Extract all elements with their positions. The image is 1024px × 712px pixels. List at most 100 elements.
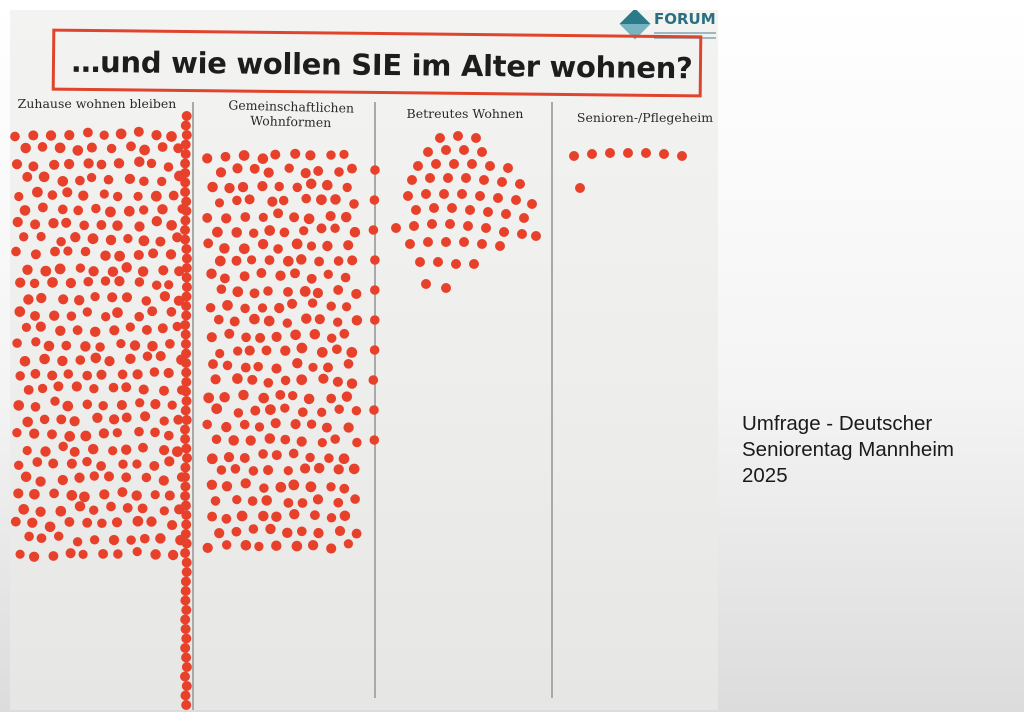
vote-dot bbox=[180, 320, 191, 330]
forum-logo: FORUM bbox=[619, 10, 718, 50]
vote-dot bbox=[155, 533, 166, 544]
vote-dot bbox=[86, 172, 97, 183]
vote-dot bbox=[370, 315, 380, 325]
vote-dot bbox=[148, 248, 159, 259]
vote-dot bbox=[82, 370, 93, 381]
vote-dot bbox=[341, 302, 352, 312]
vote-dot bbox=[55, 505, 67, 517]
vote-dot bbox=[343, 240, 354, 251]
vote-dot bbox=[151, 280, 162, 290]
vote-dot bbox=[240, 478, 251, 489]
vote-dot bbox=[88, 266, 99, 277]
vote-dot bbox=[165, 249, 177, 260]
vote-dot bbox=[121, 472, 132, 483]
vote-dot bbox=[74, 472, 85, 483]
vote-dot bbox=[369, 435, 380, 445]
vote-dot bbox=[83, 127, 93, 138]
vote-dot bbox=[66, 458, 77, 469]
vote-dot bbox=[134, 277, 145, 287]
vote-dot bbox=[220, 151, 231, 162]
vote-dot bbox=[95, 342, 105, 352]
vote-dot bbox=[181, 196, 192, 207]
vote-dot bbox=[519, 213, 529, 223]
vote-dot bbox=[98, 548, 109, 559]
vote-dot bbox=[180, 339, 191, 349]
vote-dot bbox=[181, 244, 192, 254]
vote-dot bbox=[89, 326, 101, 338]
vote-dot bbox=[238, 389, 249, 401]
vote-dot bbox=[56, 236, 66, 247]
vote-dot bbox=[80, 430, 92, 442]
vote-dot bbox=[425, 173, 435, 183]
vote-dot bbox=[180, 168, 191, 178]
vote-dot bbox=[167, 520, 178, 531]
vote-dot bbox=[79, 491, 90, 503]
vote-dot bbox=[180, 215, 191, 226]
vote-dot bbox=[13, 460, 24, 471]
vote-dot bbox=[330, 434, 340, 444]
vote-dot bbox=[296, 526, 307, 537]
vote-dot bbox=[291, 238, 303, 250]
vote-dot bbox=[43, 340, 55, 352]
vote-dot bbox=[24, 531, 34, 542]
column-divider bbox=[192, 102, 194, 710]
vote-dot bbox=[30, 310, 40, 321]
vote-dot bbox=[441, 283, 451, 293]
vote-dot bbox=[180, 690, 191, 701]
vote-dot bbox=[333, 464, 344, 475]
vote-dot bbox=[147, 340, 158, 352]
vote-dot bbox=[134, 426, 144, 437]
vote-dot bbox=[159, 385, 169, 396]
vote-dot bbox=[368, 225, 379, 235]
vote-dot bbox=[180, 187, 191, 197]
vote-dot bbox=[36, 292, 47, 304]
vote-dot bbox=[141, 324, 152, 335]
vote-dot bbox=[221, 421, 232, 433]
vote-dot bbox=[322, 179, 333, 191]
vote-dot bbox=[203, 392, 215, 404]
vote-dot bbox=[239, 271, 250, 282]
vote-dot bbox=[137, 266, 149, 277]
vote-dot bbox=[69, 446, 80, 457]
vote-dot bbox=[240, 540, 252, 551]
vote-dot bbox=[317, 407, 327, 417]
vote-dot bbox=[159, 416, 169, 426]
vote-dot bbox=[257, 153, 269, 165]
vote-dot bbox=[139, 144, 150, 156]
vote-dot bbox=[483, 207, 493, 217]
vote-dot bbox=[314, 314, 325, 325]
vote-dot bbox=[421, 189, 431, 199]
vote-dot bbox=[66, 311, 77, 321]
survey-caption: Umfrage - Deutscher Seniorentag Mannheim… bbox=[742, 411, 1012, 489]
vote-dot bbox=[133, 191, 143, 202]
vote-dot bbox=[334, 525, 346, 537]
vote-dot bbox=[241, 332, 251, 343]
vote-dot bbox=[149, 367, 160, 377]
column-divider bbox=[551, 102, 553, 698]
vote-dot bbox=[180, 595, 191, 606]
vote-dot bbox=[15, 549, 25, 559]
vote-dot bbox=[53, 531, 64, 541]
vote-dot bbox=[306, 419, 317, 429]
vote-dot bbox=[316, 223, 327, 234]
vote-dot bbox=[232, 373, 243, 384]
vote-dot bbox=[245, 435, 256, 446]
vote-dot bbox=[244, 194, 255, 205]
vote-dot bbox=[90, 352, 102, 364]
vote-dot bbox=[112, 191, 123, 202]
vote-dot bbox=[271, 540, 282, 551]
vote-dot bbox=[57, 175, 69, 187]
vote-dot bbox=[151, 129, 162, 141]
vote-dot bbox=[340, 272, 351, 283]
vote-dot bbox=[326, 393, 337, 404]
vote-dot bbox=[181, 662, 192, 672]
vote-dot bbox=[459, 237, 469, 247]
vote-dot bbox=[168, 190, 179, 201]
vote-dot bbox=[172, 232, 183, 243]
vote-dot bbox=[270, 149, 281, 160]
vote-dot bbox=[289, 509, 300, 520]
vote-dot bbox=[133, 126, 144, 137]
vote-dot bbox=[106, 501, 116, 512]
vote-dot bbox=[273, 244, 283, 254]
vote-dot bbox=[147, 306, 158, 317]
